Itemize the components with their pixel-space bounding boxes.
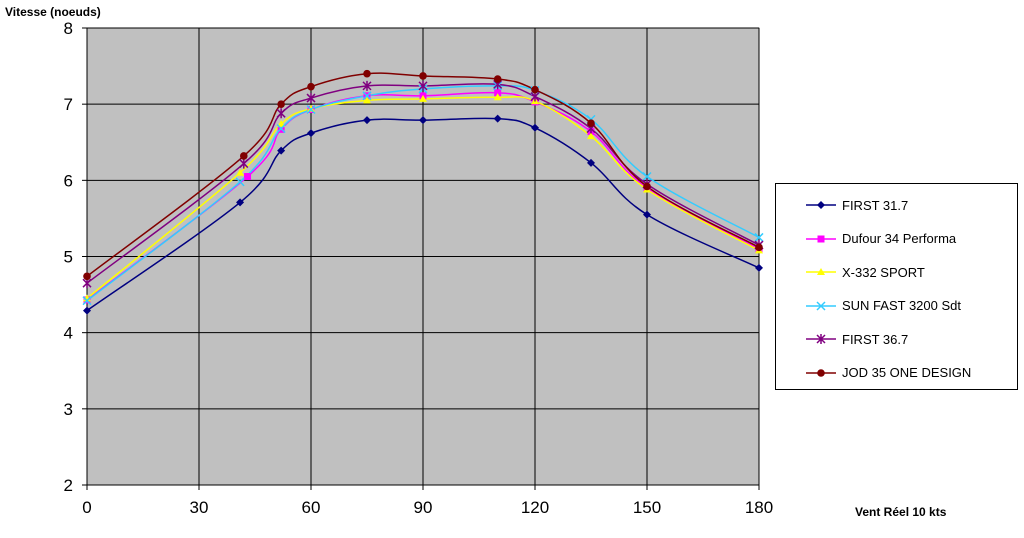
legend-item: JOD 35 ONE DESIGN xyxy=(806,363,971,383)
data-point-5-8 xyxy=(587,119,595,128)
data-point-5-3 xyxy=(307,82,315,91)
data-point-0-5 xyxy=(419,116,427,125)
legend-label: JOD 35 ONE DESIGN xyxy=(842,365,972,380)
data-point-5-2 xyxy=(277,100,285,108)
data-point-3-4 xyxy=(362,91,372,101)
legend-swatch xyxy=(806,235,836,242)
data-point-2-8 xyxy=(587,132,595,140)
data-point-0-1 xyxy=(236,198,245,207)
data-point-0-2 xyxy=(277,146,286,155)
y-tick-label: 8 xyxy=(64,19,73,38)
data-point-2-6 xyxy=(493,93,502,101)
data-point-5-1 xyxy=(240,152,248,160)
x-tick-labels: 0 30 60 90 120 150 180 xyxy=(82,498,773,517)
legend-swatch xyxy=(806,268,836,275)
data-point-3-1 xyxy=(235,177,245,187)
y-axis-title: Vitesse (noeuds) xyxy=(5,5,101,19)
data-point-5-0 xyxy=(83,272,91,281)
data-point-1-1 xyxy=(244,173,252,181)
y-tick-labels: 2 3 4 5 6 7 8 xyxy=(64,19,73,495)
legend-swatch-marker xyxy=(817,235,825,242)
legend-label: X-332 SPORT xyxy=(842,264,925,280)
data-point-5-10 xyxy=(755,243,763,252)
x-tick-label: 180 xyxy=(745,498,773,517)
legend-label: FIRST 36.7 xyxy=(842,331,909,347)
legend-item: X-332 SPORT xyxy=(806,262,925,282)
legend-swatch-marker xyxy=(816,334,826,344)
data-point-3-3 xyxy=(306,104,316,115)
x-tick-label: 0 xyxy=(82,498,91,517)
legend-item: FIRST 36.7 xyxy=(806,329,908,349)
data-point-0-7 xyxy=(531,123,539,132)
legend-swatch-marker xyxy=(817,368,825,377)
data-point-3-2 xyxy=(276,124,286,134)
data-point-4-1 xyxy=(239,158,249,169)
data-point-4-2 xyxy=(276,108,286,119)
axes xyxy=(86,28,759,486)
legend: FIRST 31.7 Dufour 34 Performa X-332 SPORT S… xyxy=(775,183,1018,390)
data-point-5-5 xyxy=(419,72,427,80)
data-point-0-3 xyxy=(307,129,315,138)
data-point-0-0 xyxy=(83,306,91,315)
y-tick-label: 6 xyxy=(64,171,73,190)
data-point-2-2 xyxy=(277,119,286,127)
data-point-5-9 xyxy=(643,182,651,191)
data-point-2-4 xyxy=(363,96,371,104)
legend-label: SUN FAST 3200 Sdt xyxy=(842,298,961,313)
legend-item: FIRST 31.7 xyxy=(806,195,908,215)
x-tick-label: 30 xyxy=(190,498,209,517)
data-point-4-4 xyxy=(362,80,372,91)
legend-swatch xyxy=(806,300,836,311)
legend-item: SUN FAST 3200 Sdt xyxy=(806,296,961,316)
x-tick-label: 150 xyxy=(633,498,661,517)
data-point-4-3 xyxy=(306,93,316,104)
y-tick-label: 5 xyxy=(64,248,73,267)
x-tick-label: 60 xyxy=(302,498,321,517)
data-point-3-9 xyxy=(642,171,652,182)
legend-item: Dufour 34 Performa xyxy=(806,229,956,249)
legend-swatch xyxy=(806,368,836,377)
legend-label: Dufour 34 Performa xyxy=(842,231,957,246)
x-tick-label: 90 xyxy=(414,498,433,517)
y-tick-label: 7 xyxy=(64,95,73,114)
data-point-5-4 xyxy=(363,69,371,78)
data-point-5-7 xyxy=(531,85,539,94)
y-tick-label: 4 xyxy=(64,324,73,343)
data-point-0-6 xyxy=(493,114,502,123)
data-point-3-10 xyxy=(754,232,764,242)
data-point-4-5 xyxy=(418,80,428,91)
data-point-0-8 xyxy=(587,158,595,167)
x-tick-label: 120 xyxy=(521,498,549,517)
data-point-2-3 xyxy=(307,104,315,112)
data-point-2-5 xyxy=(419,94,427,102)
data-point-5-6 xyxy=(493,75,502,83)
legend-swatch-marker xyxy=(816,300,826,311)
legend-swatch xyxy=(806,334,836,344)
series-markers xyxy=(82,69,764,315)
data-point-2-1 xyxy=(236,168,245,176)
data-point-3-0 xyxy=(82,296,92,306)
legend-swatch-marker xyxy=(817,201,825,209)
legend-label: FIRST 31.7 xyxy=(842,197,909,213)
data-point-0-9 xyxy=(643,210,651,219)
y-tick-label: 2 xyxy=(64,476,73,495)
data-point-1-6 xyxy=(494,89,502,97)
legend-swatch xyxy=(806,201,836,209)
data-point-0-4 xyxy=(363,116,371,125)
x-axis-title: Vent Réel 10 kts xyxy=(855,505,947,519)
data-point-0-10 xyxy=(755,263,763,272)
legend-swatch-marker xyxy=(817,268,825,275)
y-tick-label: 3 xyxy=(64,400,73,419)
